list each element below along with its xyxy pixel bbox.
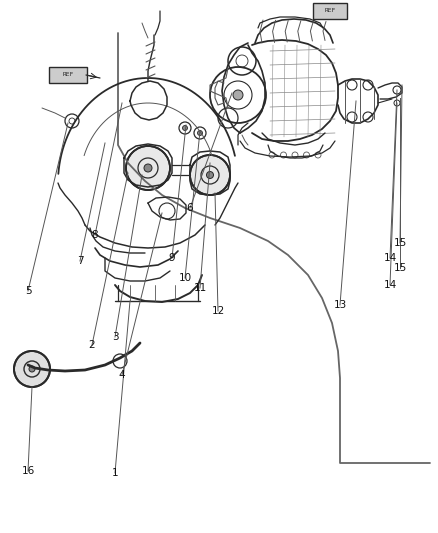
- Text: 7: 7: [77, 256, 83, 266]
- Text: 13: 13: [333, 300, 346, 310]
- Text: 14: 14: [383, 253, 397, 263]
- Text: REF: REF: [325, 9, 336, 13]
- Text: 11: 11: [193, 283, 207, 293]
- Circle shape: [233, 90, 243, 100]
- Text: 1: 1: [112, 468, 118, 478]
- Text: 15: 15: [393, 263, 406, 273]
- Text: 2: 2: [88, 340, 95, 350]
- FancyBboxPatch shape: [313, 3, 347, 19]
- Circle shape: [29, 366, 35, 372]
- Text: 4: 4: [119, 370, 125, 380]
- Text: 9: 9: [169, 253, 175, 263]
- Circle shape: [144, 164, 152, 172]
- Text: 6: 6: [187, 203, 193, 213]
- Text: 5: 5: [25, 286, 31, 296]
- Text: 14: 14: [383, 280, 397, 290]
- Circle shape: [198, 131, 202, 135]
- Circle shape: [14, 351, 50, 387]
- Circle shape: [206, 172, 213, 179]
- Circle shape: [126, 146, 170, 190]
- Circle shape: [190, 155, 230, 195]
- Text: 10: 10: [178, 273, 191, 283]
- Circle shape: [183, 125, 187, 131]
- Text: 3: 3: [112, 332, 118, 342]
- Text: 8: 8: [92, 230, 98, 240]
- FancyBboxPatch shape: [49, 67, 87, 83]
- Text: 16: 16: [21, 466, 35, 476]
- Text: 12: 12: [212, 306, 225, 316]
- Text: REF: REF: [62, 72, 74, 77]
- Text: 15: 15: [393, 238, 406, 248]
